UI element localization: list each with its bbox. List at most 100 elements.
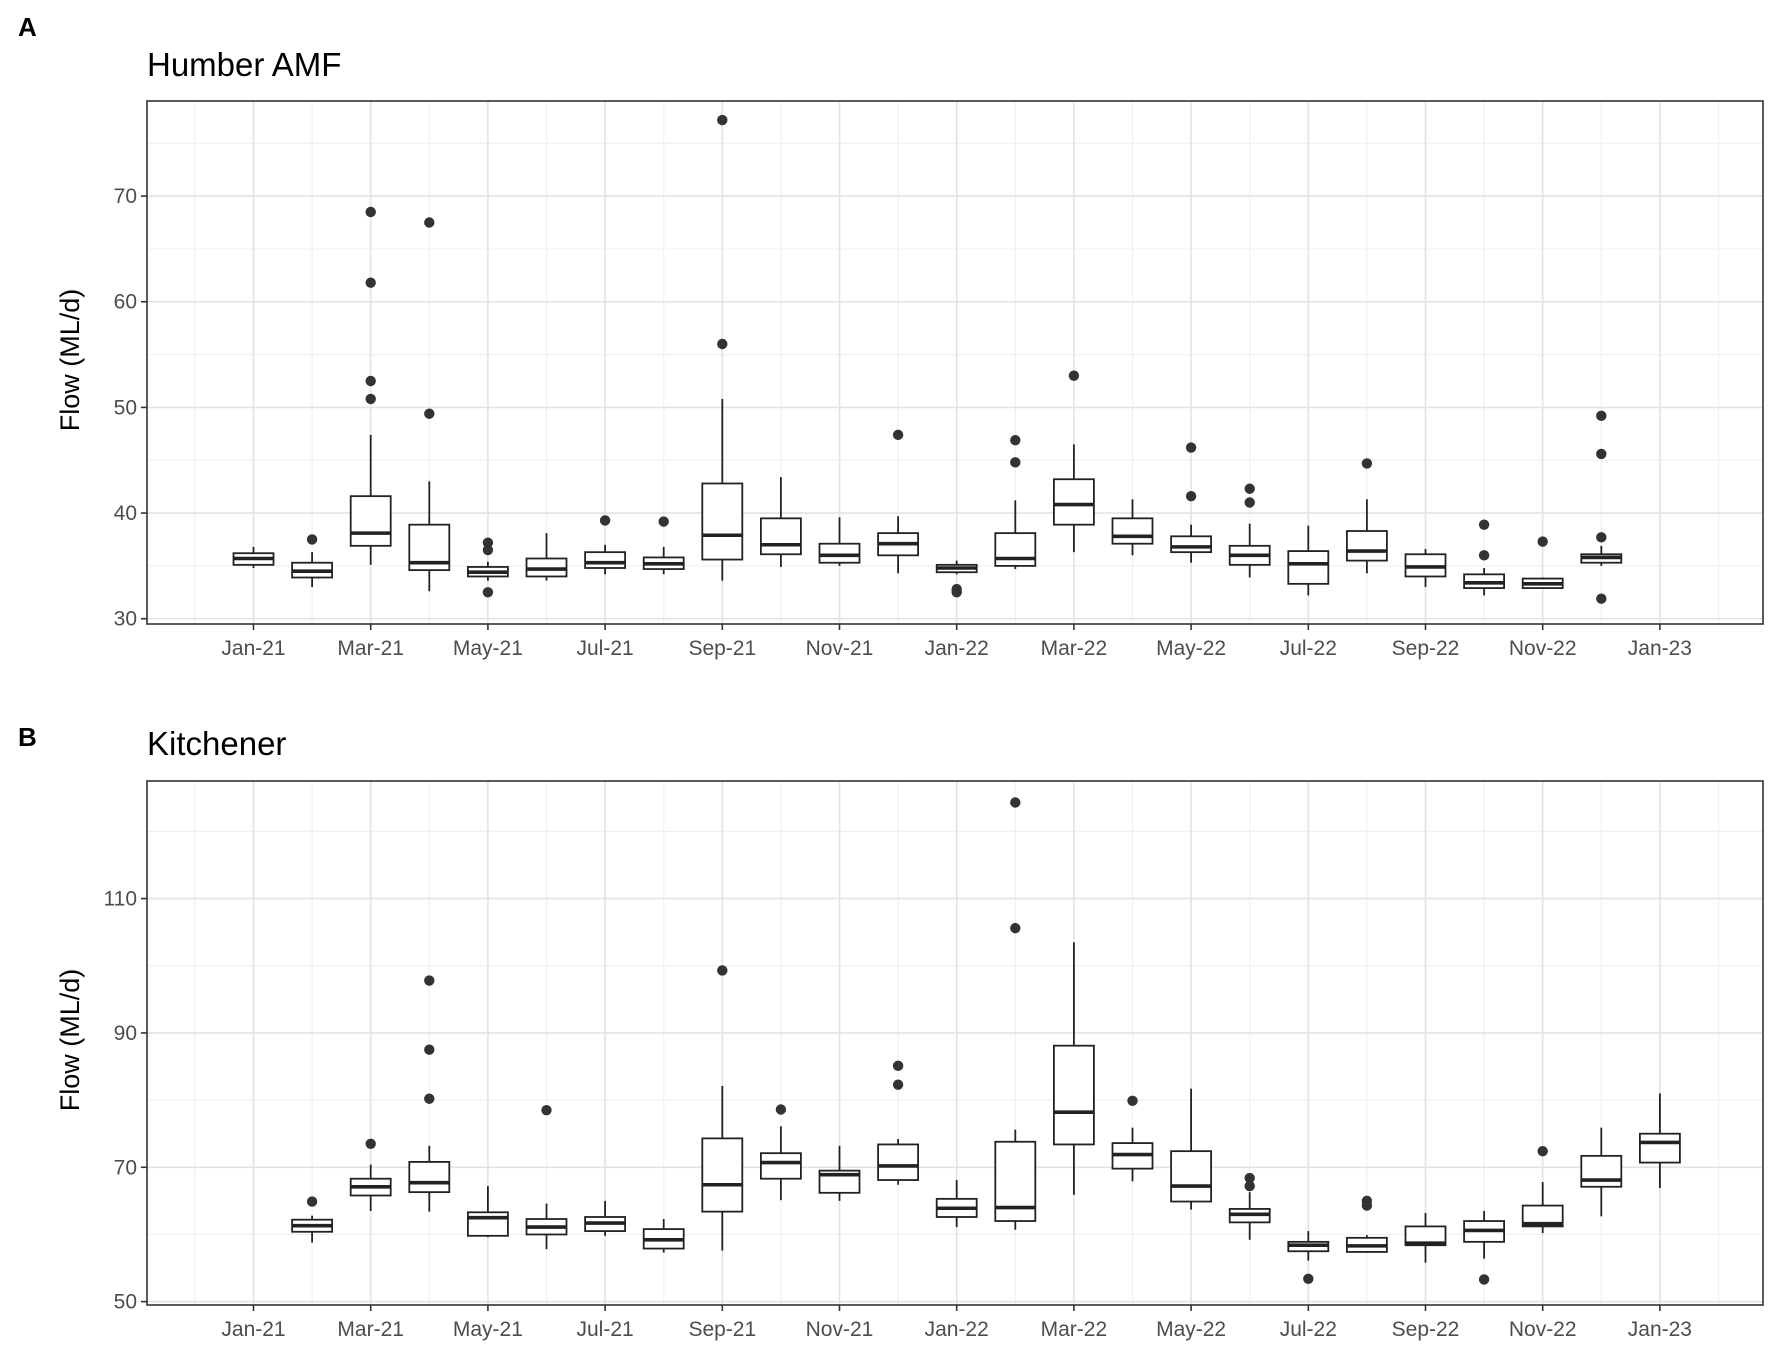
panel-a-x-tick-label: Sep-21 — [688, 637, 756, 660]
panel-b-box-Apr-21 — [408, 975, 451, 1212]
outlier-point — [1596, 448, 1607, 460]
panel-a-x-tick-label: Sep-22 — [1392, 637, 1460, 660]
panel-b-box-Jun-21 — [525, 1104, 568, 1250]
panel-a-box-May-21 — [466, 537, 509, 598]
box-iqr — [466, 1211, 509, 1237]
outlier-point — [1010, 922, 1021, 934]
panel-b-box-Feb-22 — [994, 797, 1037, 1230]
panel-a-box-Jul-22 — [1287, 525, 1330, 596]
panel-b-box-Nov-21 — [818, 1145, 861, 1201]
panel-a-label: A — [18, 12, 37, 42]
panel-a-box-Sep-21 — [701, 114, 744, 581]
panel-b-y-tick-label: 110 — [104, 888, 137, 911]
outlier-point — [365, 393, 376, 405]
outlier-point — [1068, 370, 1080, 381]
outlier-point — [482, 544, 494, 556]
box-iqr — [1580, 1154, 1623, 1188]
panel-b-box-May-22 — [1170, 1088, 1212, 1210]
outlier-point — [1244, 497, 1255, 508]
panel-b-x-tick-label: Jan-22 — [925, 1318, 989, 1341]
panel-a-box-May-22 — [1170, 442, 1212, 563]
panel-a-box-Dec-21 — [877, 429, 919, 574]
panel-a-border — [146, 100, 1764, 625]
outlier-point — [306, 1196, 318, 1207]
box-iqr — [1111, 517, 1154, 545]
panel-a-x-tick-label: Jan-21 — [221, 637, 285, 660]
panel-a-box-Aug-22 — [1346, 458, 1388, 574]
panel-b-box-Sep-22 — [1404, 1212, 1447, 1263]
panel-a-y-tick-label: 40 — [114, 502, 137, 525]
box-iqr — [1170, 1150, 1212, 1203]
outlier-point — [365, 277, 376, 288]
panel-a-box-Sep-22 — [1404, 548, 1447, 588]
outlier-point — [1244, 483, 1255, 494]
panel-a: A Humber AMF Flow (ML/d) 30 40 50 60 70 Jan-2… — [18, 12, 1764, 660]
outlier-point — [365, 206, 376, 218]
panel-b-box-Jan-22 — [935, 1180, 978, 1228]
panel-a-x-tick-label: Nov-21 — [806, 637, 874, 660]
panel-b-box-Mar-22 — [1053, 942, 1095, 1195]
panel-b-y-tick-label: 50 — [114, 1291, 137, 1314]
panel-b-x-tick-label: Nov-22 — [1509, 1318, 1577, 1341]
outlier-point — [717, 338, 728, 350]
panel-a-x-tick-label: Jul-22 — [1280, 637, 1337, 660]
panel-b-box-Jan-23 — [1639, 1093, 1681, 1189]
outlier-point — [1361, 1195, 1373, 1207]
panel-b-box-Apr-22 — [1111, 1095, 1154, 1182]
outlier-point — [424, 1044, 435, 1055]
panel-b-box-Jul-22 — [1287, 1231, 1330, 1285]
outlier-point — [365, 375, 376, 387]
panel-b-x-tick-label: Sep-22 — [1392, 1318, 1460, 1341]
outlier-point — [1127, 1095, 1138, 1106]
panel-b-x-tick-label: May-22 — [1156, 1318, 1226, 1341]
panel-a-box-Oct-22 — [1463, 519, 1505, 596]
panel-b-y-axis-label: Flow (ML/d) — [55, 969, 85, 1112]
outlier-point — [424, 217, 435, 228]
box-iqr — [1346, 530, 1388, 562]
panel-b-y-tick-label: 90 — [114, 1022, 137, 1045]
panel-a-box-Jan-22 — [935, 560, 978, 598]
panel-a-box-Aug-21 — [642, 516, 685, 575]
outlier-point — [1478, 1274, 1490, 1285]
box-iqr — [818, 542, 861, 564]
panel-b: B Kitchener Flow (ML/d) 50 70 90 110 Jan-21 M… — [18, 722, 1764, 1341]
outlier-point — [541, 1104, 552, 1116]
panel-b-box-Aug-21 — [642, 1219, 685, 1253]
box-iqr — [1170, 535, 1212, 554]
panel-b-title: Kitchener — [147, 725, 286, 762]
panel-b-border — [146, 780, 1764, 1306]
outlier-point — [1537, 536, 1548, 547]
outlier-point — [424, 1093, 435, 1104]
panel-a-x-tick-label: May-21 — [453, 637, 523, 660]
outlier-point — [1185, 442, 1197, 453]
outlier-point — [892, 1060, 904, 1072]
panel-a-box-Nov-22 — [1521, 536, 1564, 589]
panel-a-x-tick-label: Jan-22 — [925, 637, 989, 660]
outlier-point — [658, 516, 669, 527]
panel-a-y-tick-label: 60 — [114, 291, 137, 314]
outlier-point — [599, 515, 611, 526]
outlier-point — [1596, 410, 1607, 422]
panel-a-box-Jun-21 — [525, 533, 568, 581]
box-iqr — [408, 1161, 451, 1194]
panel-a-y-tick-label: 70 — [114, 185, 137, 208]
panel-b-x-tick-label: Mar-21 — [337, 1318, 404, 1341]
box-iqr — [1639, 1132, 1681, 1164]
panel-a-box-Feb-21 — [291, 534, 334, 588]
panel-a-box-Apr-21 — [408, 217, 451, 592]
panel-a-y-tick-label: 30 — [114, 608, 137, 631]
panel-a-x-tick-label: Mar-21 — [337, 637, 404, 660]
outlier-point — [892, 1079, 904, 1090]
outlier-point — [1478, 519, 1490, 530]
box-iqr — [1287, 550, 1330, 585]
outlier-point — [1596, 532, 1607, 543]
outlier-point — [424, 408, 435, 419]
outlier-point — [1185, 490, 1197, 502]
panel-a-box-Jul-21 — [584, 515, 626, 575]
panel-a-x-tick-label: May-22 — [1156, 637, 1226, 660]
box-iqr — [1053, 478, 1095, 526]
panel-b-x-tick-label: Mar-22 — [1041, 1318, 1108, 1341]
outlier-point — [1010, 797, 1021, 808]
panel-b-x-tick-label: Jan-23 — [1628, 1318, 1692, 1341]
